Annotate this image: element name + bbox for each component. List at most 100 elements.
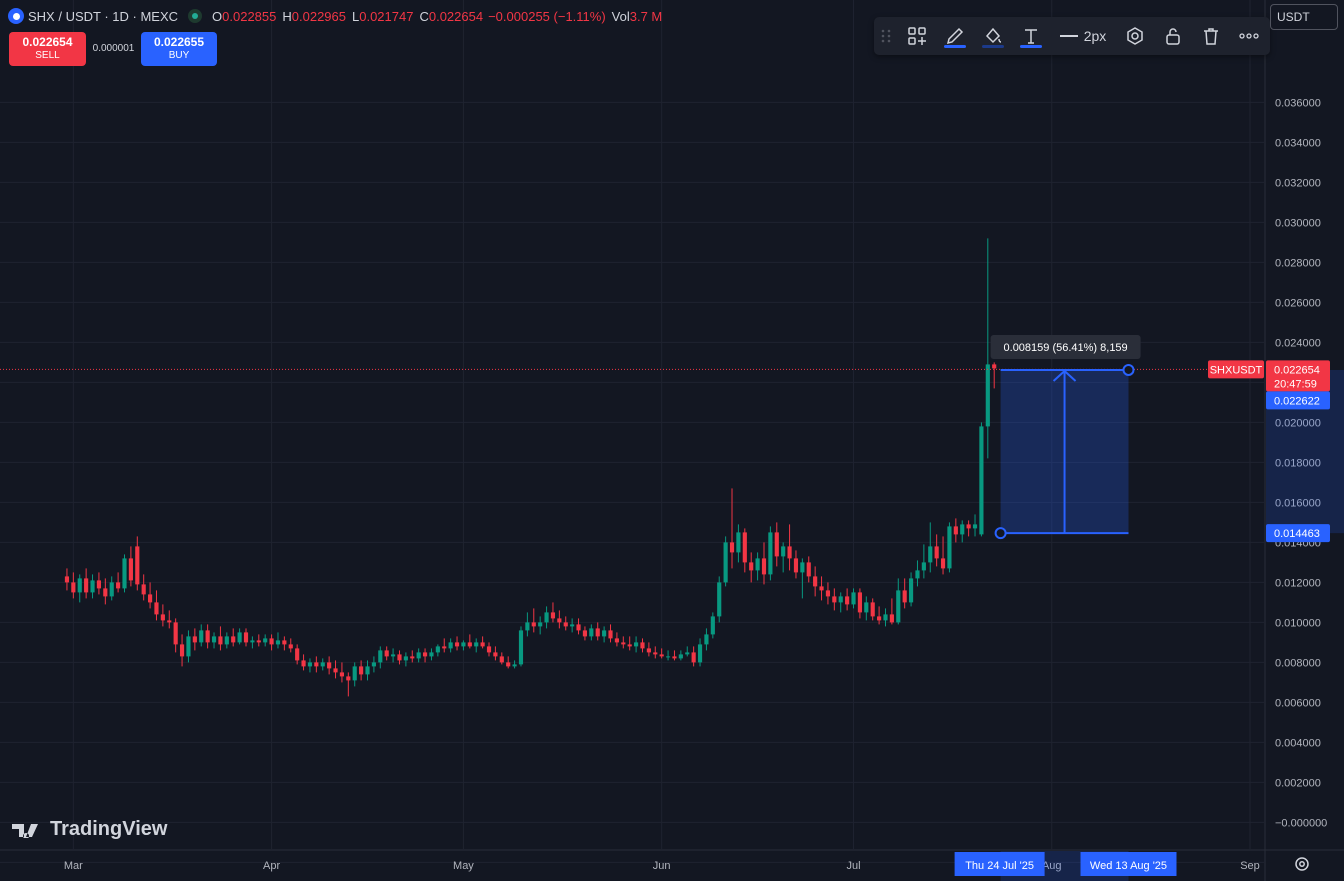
price-axis-bg: [1265, 0, 1344, 881]
currency-button[interactable]: USDT: [1270, 4, 1338, 30]
candle-body: [614, 638, 619, 643]
candle-body: [870, 602, 875, 617]
candle-body: [749, 562, 754, 571]
candle-body: [717, 582, 722, 617]
candle-body: [972, 524, 978, 529]
measure-low-value: 0.014463: [1274, 528, 1320, 540]
candle-body: [787, 546, 792, 559]
candle-body: [729, 542, 735, 553]
candle-body: [678, 654, 683, 659]
candle-body: [199, 630, 204, 643]
candle-body: [736, 532, 741, 553]
volume-label: Vol: [611, 8, 630, 24]
fill-icon[interactable]: [974, 17, 1012, 55]
candle-body: [627, 644, 632, 647]
x-tick-label: Mar: [64, 860, 83, 872]
trash-icon[interactable]: [1192, 17, 1230, 55]
candle-body: [218, 636, 223, 645]
candle-body: [985, 364, 990, 427]
candle-body: [883, 614, 888, 621]
y-tick-label: 0.002000: [1275, 777, 1321, 789]
candle-body: [397, 654, 402, 661]
candle-body: [602, 630, 607, 637]
candle-body: [179, 644, 185, 657]
candle-body: [832, 596, 837, 603]
sell-button[interactable]: 0.022654 SELL: [9, 32, 86, 66]
candle-body: [320, 662, 325, 667]
candle-body: [391, 654, 396, 657]
candle-body: [518, 630, 524, 665]
candle-body: [653, 652, 658, 655]
candle-body: [531, 622, 536, 627]
text-icon[interactable]: [1012, 17, 1050, 55]
measure-high-badge-bg: [1266, 391, 1330, 410]
candle-body: [467, 642, 472, 647]
candle-body: [506, 662, 511, 667]
candle-body: [704, 634, 709, 645]
candle-body: [71, 582, 76, 593]
candle-body: [723, 542, 728, 583]
candle-body: [282, 640, 287, 645]
candle-body: [416, 652, 421, 659]
more-icon[interactable]: [1230, 17, 1268, 55]
candle-body: [307, 662, 313, 667]
lock-icon[interactable]: [1154, 17, 1192, 55]
pencil-icon[interactable]: [936, 17, 974, 55]
y-tick-label: 0.026000: [1275, 297, 1321, 309]
low-label: L: [352, 8, 360, 24]
candle-body: [582, 630, 588, 637]
templates-icon[interactable]: [898, 17, 936, 55]
candle-body: [141, 584, 146, 595]
candle-body: [365, 666, 370, 675]
tradingview-logo: TradingView: [12, 818, 167, 841]
measure-low-badge-bg: [1266, 524, 1330, 543]
candle-body: [819, 586, 824, 591]
candle-body: [84, 578, 89, 593]
measure-handle-end: [1122, 363, 1135, 376]
candle-body: [940, 558, 946, 569]
candle-body: [186, 636, 191, 657]
candle-body: [813, 576, 818, 587]
candle-body: [384, 650, 389, 657]
measure-info-bg: [990, 334, 1141, 359]
candle-body: [915, 570, 920, 579]
symbol-title[interactable]: SHX / USDT · 1D · MEXC: [28, 8, 179, 24]
tradingview-logo-icon: [12, 823, 38, 838]
x-tick-label: Jun: [653, 860, 671, 872]
measure-arrow-head: [1052, 369, 1077, 382]
line-width-button[interactable]: 2px: [1050, 17, 1116, 55]
candle-body: [576, 624, 581, 631]
candle-body: [288, 644, 293, 649]
y-tick-label: 0.004000: [1275, 737, 1321, 749]
y-tick-label: 0.008000: [1275, 657, 1321, 669]
settings-icon[interactable]: [1116, 17, 1154, 55]
candle-body: [864, 602, 869, 613]
y-tick-label: 0.010000: [1275, 617, 1321, 629]
drag-handle-icon[interactable]: [874, 17, 898, 55]
candle-body: [269, 638, 274, 645]
candle-body: [512, 664, 517, 667]
buy-button[interactable]: 0.022655 BUY: [141, 32, 217, 66]
candle-body: [237, 632, 242, 643]
x-tick-label: Jul: [846, 860, 860, 872]
high-value: 0.022965: [291, 8, 346, 24]
candle-body: [755, 558, 760, 571]
candle-body: [761, 558, 767, 575]
chart-settings-icon[interactable]: [1294, 856, 1310, 877]
candle-body: [806, 562, 811, 577]
candle-body: [352, 666, 357, 681]
candle-body: [608, 630, 613, 639]
candle-body: [116, 582, 121, 589]
candle-body: [966, 524, 971, 529]
candle-body: [928, 546, 933, 563]
candle-body: [410, 656, 415, 659]
candle-body: [992, 364, 997, 369]
spread-value: 0.000001: [92, 43, 135, 54]
candle-body: [103, 588, 108, 597]
candle-body: [480, 642, 485, 647]
symbol-tag-text: SHXUSDT: [1210, 364, 1263, 376]
measure-overlay[interactable]: 0.008159 (56.41%) 8,159: [0, 334, 1264, 540]
buy-label: BUY: [168, 50, 190, 61]
candle-body: [339, 672, 345, 677]
